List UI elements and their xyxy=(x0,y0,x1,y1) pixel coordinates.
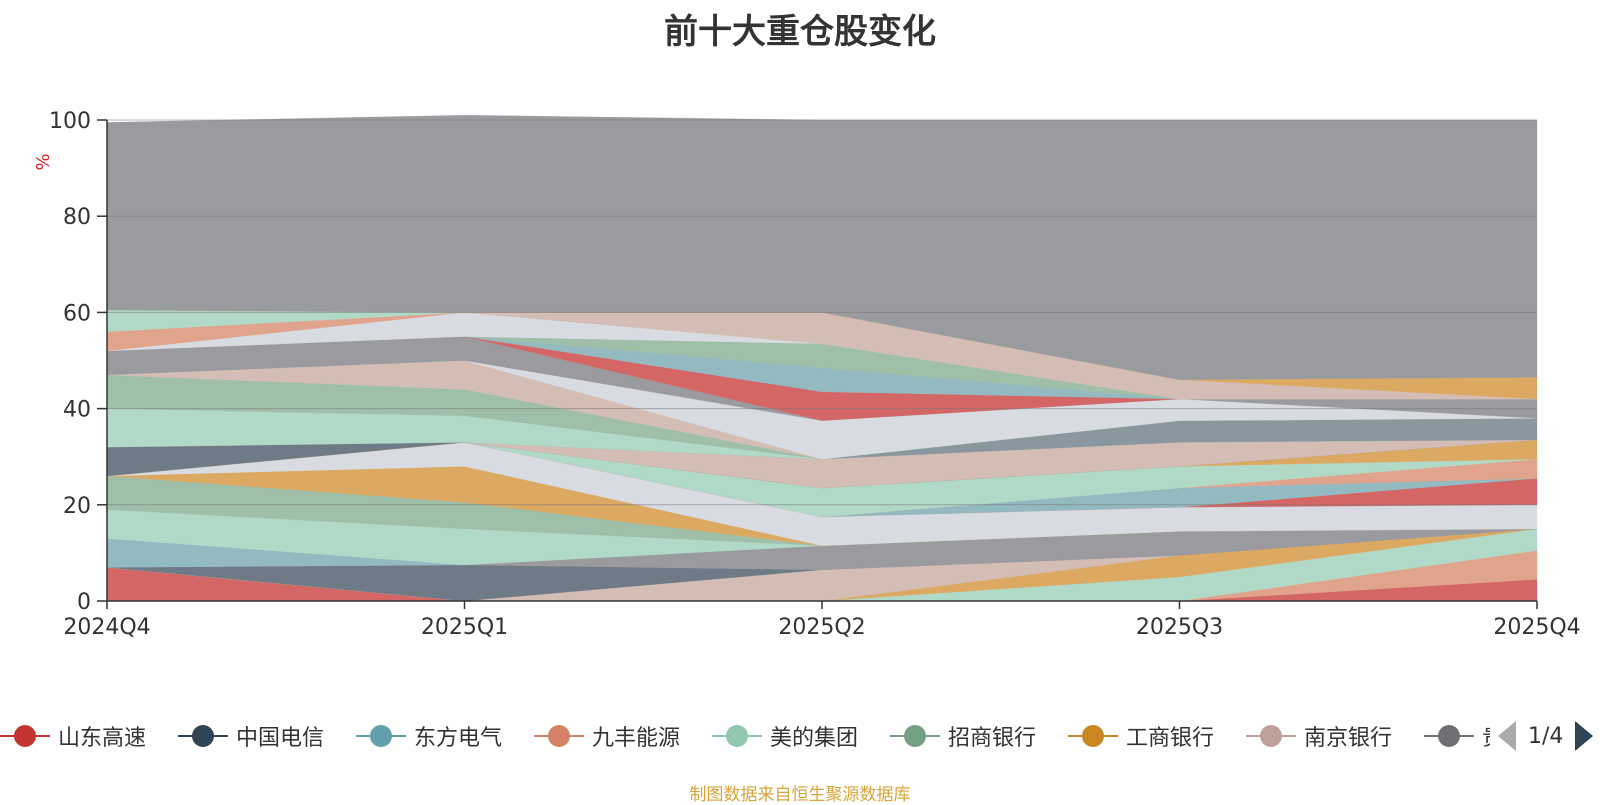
legend-item-6[interactable]: 招商银行 xyxy=(890,716,1036,756)
legend-label: 南京银行 xyxy=(1304,726,1393,751)
grid-lines xyxy=(107,119,1537,506)
legend-item-5[interactable]: 美的集团 xyxy=(712,716,858,756)
y-tick-label-80: 80 xyxy=(63,205,91,230)
legend-label: 山东高速 xyxy=(58,726,147,751)
legend-prev-arrow-icon[interactable] xyxy=(1498,721,1516,751)
legend-marker-icon xyxy=(178,716,228,756)
legend-item-3[interactable]: 东方电气 xyxy=(356,716,502,756)
area-series-34 xyxy=(106,114,1538,381)
legend-label: 招商银行 xyxy=(948,726,1037,751)
legend-pager: 1/4 xyxy=(1498,718,1594,754)
legend-item-1[interactable]: 山东高速 xyxy=(0,716,146,756)
legend-label: 贵 xyxy=(1482,720,1490,752)
x-tick-label-2025Q1: 2025Q1 xyxy=(421,615,508,640)
legend-label: 中国电信 xyxy=(236,726,325,751)
area-series-group xyxy=(106,114,1538,602)
y-axis-label: % xyxy=(33,153,54,170)
y-tick-label-60: 60 xyxy=(63,301,91,326)
x-tick-label-2025Q3: 2025Q3 xyxy=(1136,615,1223,640)
y-tick-label-100: 100 xyxy=(49,109,91,134)
legend-marker-icon xyxy=(1424,716,1474,756)
legend: 山东高速 中国电信 东方电气 九丰能源 美的集团 招商银行 工商银行 南京银行 贵 xyxy=(0,716,1490,756)
y-tick-label-40: 40 xyxy=(63,398,91,423)
x-tick-label-2024Q4: 2024Q4 xyxy=(63,615,150,640)
legend-marker-icon xyxy=(534,716,584,756)
legend-item-7[interactable]: 工商银行 xyxy=(1068,716,1214,756)
legend-marker-icon xyxy=(1246,716,1296,756)
legend-item-9[interactable]: 贵 xyxy=(1424,716,1490,756)
y-tick-label-20: 20 xyxy=(63,494,91,519)
legend-next-arrow-icon[interactable] xyxy=(1575,721,1594,751)
legend-marker-icon xyxy=(0,716,50,756)
chart-title: 前十大重仓股变化 xyxy=(664,12,936,52)
legend-item-8[interactable]: 南京银行 xyxy=(1246,716,1392,756)
source-note: 制图数据来自恒生聚源数据库 xyxy=(689,785,911,805)
legend-label: 工商银行 xyxy=(1126,726,1215,751)
x-tick-label-2025Q2: 2025Q2 xyxy=(778,615,865,640)
legend-label: 东方电气 xyxy=(414,726,503,751)
legend-item-4[interactable]: 九丰能源 xyxy=(534,716,680,756)
legend-page-indicator: 1/4 xyxy=(1528,723,1564,749)
legend-label: 九丰能源 xyxy=(592,726,681,751)
legend-marker-icon xyxy=(712,716,762,756)
legend-marker-icon xyxy=(1068,716,1118,756)
legend-item-2[interactable]: 中国电信 xyxy=(178,716,324,756)
legend-label: 美的集团 xyxy=(770,726,859,751)
y-tick-label-0: 0 xyxy=(77,590,91,615)
x-tick-label-2025Q4: 2025Q4 xyxy=(1493,615,1580,640)
legend-marker-icon xyxy=(356,716,406,756)
legend-marker-icon xyxy=(890,716,940,756)
